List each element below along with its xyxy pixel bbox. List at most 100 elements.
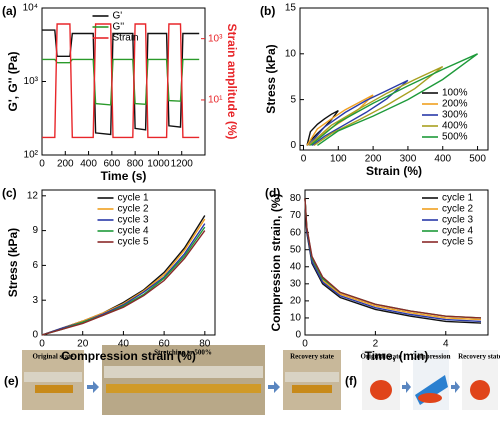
y-tick-label: 6	[32, 260, 38, 271]
x-axis-label: Time (s)	[101, 169, 147, 183]
legend-label: cycle 2	[442, 204, 474, 215]
legend-label: G'	[113, 11, 123, 22]
x-axis-label: Strain (%)	[366, 164, 422, 178]
y-tick-label: 3	[32, 295, 38, 306]
x-tick-label: 20	[77, 339, 89, 350]
y-tick-label: 9	[32, 225, 38, 236]
caption: Original state	[360, 353, 401, 361]
y-tick-label: 5	[290, 94, 296, 105]
x-tick-label: 4	[443, 339, 449, 350]
x-tick-label: 100	[330, 154, 347, 165]
caption: Compression	[411, 353, 450, 361]
x-tick-label: 1000	[147, 159, 170, 170]
y-tick-label: 0	[290, 140, 296, 151]
ruler	[285, 372, 339, 382]
data-line	[42, 29, 200, 136]
panel-label: (a)	[2, 4, 17, 18]
caption: Recovery state	[290, 353, 334, 361]
y-tick-label: 20	[290, 296, 302, 307]
caption: Original state	[32, 353, 73, 361]
y-axis-label: Compression strain, (%)	[269, 193, 283, 331]
panel-label: (b)	[260, 4, 275, 18]
x-tick-label: 60	[159, 339, 171, 350]
x-tick-label: 200	[365, 154, 382, 165]
y-tick-label: 15	[285, 3, 297, 14]
y-tick-label: 70	[290, 210, 302, 221]
legend-label: cycle 1	[118, 193, 150, 204]
legend-label: 200%	[442, 99, 468, 110]
x-tick-label: 600	[104, 159, 121, 170]
plot-frame	[299, 7, 489, 151]
x-tick-label: 500	[469, 154, 486, 165]
sample	[35, 385, 73, 393]
legend-label: 500%	[442, 132, 468, 143]
legend-label: 300%	[442, 110, 468, 121]
y-tick-label: 80	[290, 193, 302, 204]
y-axis-label: Stress (kPa)	[264, 44, 278, 113]
legend-label: cycle 5	[118, 237, 150, 248]
legend-label: cycle 3	[442, 215, 474, 226]
y2-tick-label: 10¹	[208, 95, 223, 106]
data-line	[309, 53, 479, 146]
y-tick-label: 10⁴	[23, 3, 38, 14]
panel-label: (f)	[345, 374, 357, 388]
x-tick-label: 80	[199, 339, 211, 350]
x-axis-label: Compression strain (%)	[61, 349, 196, 363]
legend-label: cycle 2	[118, 204, 150, 215]
arrow	[402, 381, 411, 393]
data-line	[304, 198, 482, 319]
y-tick-label: 60	[290, 227, 302, 238]
data-line	[41, 223, 206, 336]
x-tick-label: 0	[39, 159, 45, 170]
photo	[102, 345, 265, 415]
arrow	[451, 381, 460, 393]
ruler	[24, 372, 82, 382]
legend-label: cycle 4	[118, 226, 150, 237]
data-line	[308, 65, 444, 146]
legend-label: cycle 1	[442, 193, 474, 204]
legend-label: cycle 3	[118, 215, 150, 226]
legend-label: G''	[113, 22, 125, 33]
data-line	[308, 79, 409, 146]
panel-label: (d)	[265, 186, 280, 200]
y2-tick-label: 10³	[208, 33, 223, 44]
y-axis-label: G', G'' (Pa)	[6, 52, 20, 112]
x-tick-label: 0	[39, 339, 45, 350]
plot-frame	[304, 189, 489, 336]
x-tick-label: 0	[301, 154, 307, 165]
legend-label: 100%	[442, 88, 468, 99]
y-tick-label: 12	[27, 190, 39, 201]
plot-frame	[41, 189, 216, 336]
y2-axis-label: Strain amplitude (%)	[225, 23, 239, 139]
legend-label: Strain	[113, 33, 139, 44]
x-tick-label: 400	[434, 154, 451, 165]
y-tick-label: 10	[285, 48, 297, 59]
caption: Stretching to 500%	[154, 349, 212, 357]
x-tick-label: 1200	[171, 159, 194, 170]
x-axis-label: Time, (min)	[365, 349, 429, 363]
y-tick-label: 10³	[24, 76, 39, 87]
x-tick-label: 40	[118, 339, 130, 350]
y-tick-label: 50	[290, 244, 302, 255]
x-tick-label: 0	[302, 339, 308, 350]
arrow	[87, 381, 99, 393]
y-tick-label: 30	[290, 278, 302, 289]
legend-label: 400%	[442, 121, 468, 132]
caption: Recovery state	[458, 353, 500, 361]
sample	[470, 380, 490, 400]
sample	[106, 384, 261, 393]
y-tick-label: 10	[290, 313, 302, 324]
sample	[370, 380, 392, 400]
x-tick-label: 300	[400, 154, 417, 165]
sample	[418, 393, 442, 403]
x-tick-label: 200	[57, 159, 74, 170]
y-tick-label: 0	[32, 330, 38, 341]
data-line	[41, 230, 206, 336]
y-tick-label: 0	[295, 330, 301, 341]
data-line	[42, 58, 200, 106]
x-tick-label: 400	[80, 159, 97, 170]
sample	[292, 385, 332, 393]
y-tick-label: 40	[290, 261, 302, 272]
panel-label: (e)	[4, 374, 19, 388]
